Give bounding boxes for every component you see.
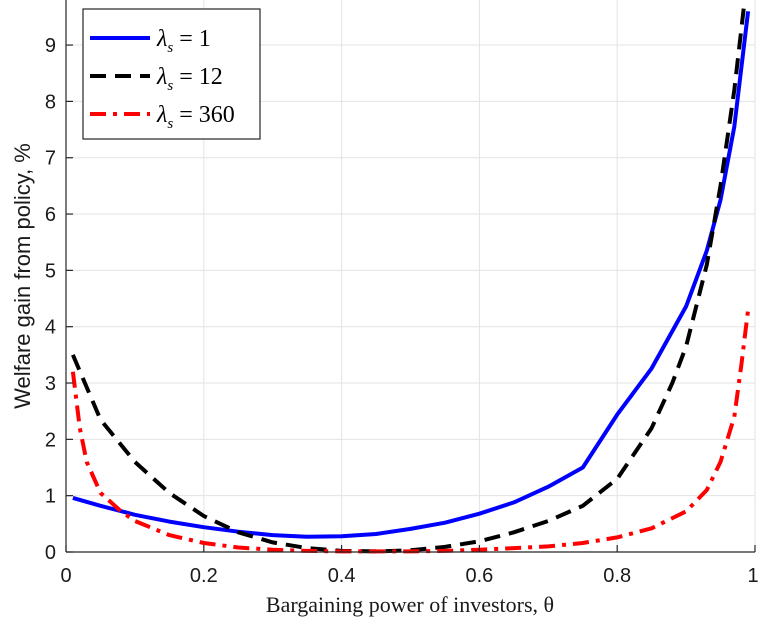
x-tick-label: 0 xyxy=(60,565,71,587)
y-tick-label: 6 xyxy=(45,204,56,226)
x-axis-label: Bargaining power of investors, θ xyxy=(266,592,554,617)
legend-label-1: λs = 1 xyxy=(156,26,211,56)
y-axis-label: Welfare gain from policy, % xyxy=(10,143,35,409)
legend-label-2: λs = 12 xyxy=(156,64,223,94)
x-tick-label: 0.4 xyxy=(328,565,356,587)
legend: λs = 1 λs = 12 λs = 360 xyxy=(82,8,261,140)
legend-label-3: λs = 360 xyxy=(156,102,235,132)
series-line-1 xyxy=(72,11,751,539)
y-tick-label: 3 xyxy=(45,373,56,395)
y-tick-label: 0 xyxy=(45,542,56,564)
x-tick-label: 0.8 xyxy=(603,565,631,587)
legend-box xyxy=(82,8,261,140)
y-tick-label: 8 xyxy=(45,91,56,113)
x-tick-label: 0.2 xyxy=(190,565,218,587)
y-tick-label: 4 xyxy=(45,317,56,339)
tick-labels: 0 0.2 0.4 0.6 0.8 1 0 1 2 3 4 5 6 7 8 9 xyxy=(45,35,759,587)
x-tick-label: 1 xyxy=(747,565,758,587)
axes xyxy=(65,0,756,553)
y-tick-label: 5 xyxy=(45,260,56,282)
series-line-2 xyxy=(71,0,747,554)
y-tick-label: 7 xyxy=(45,148,56,170)
x-tick-label: 0.6 xyxy=(465,565,493,587)
y-tick-label: 1 xyxy=(45,486,56,508)
y-tick-label: 9 xyxy=(45,35,56,57)
y-tick-label: 2 xyxy=(45,429,56,451)
